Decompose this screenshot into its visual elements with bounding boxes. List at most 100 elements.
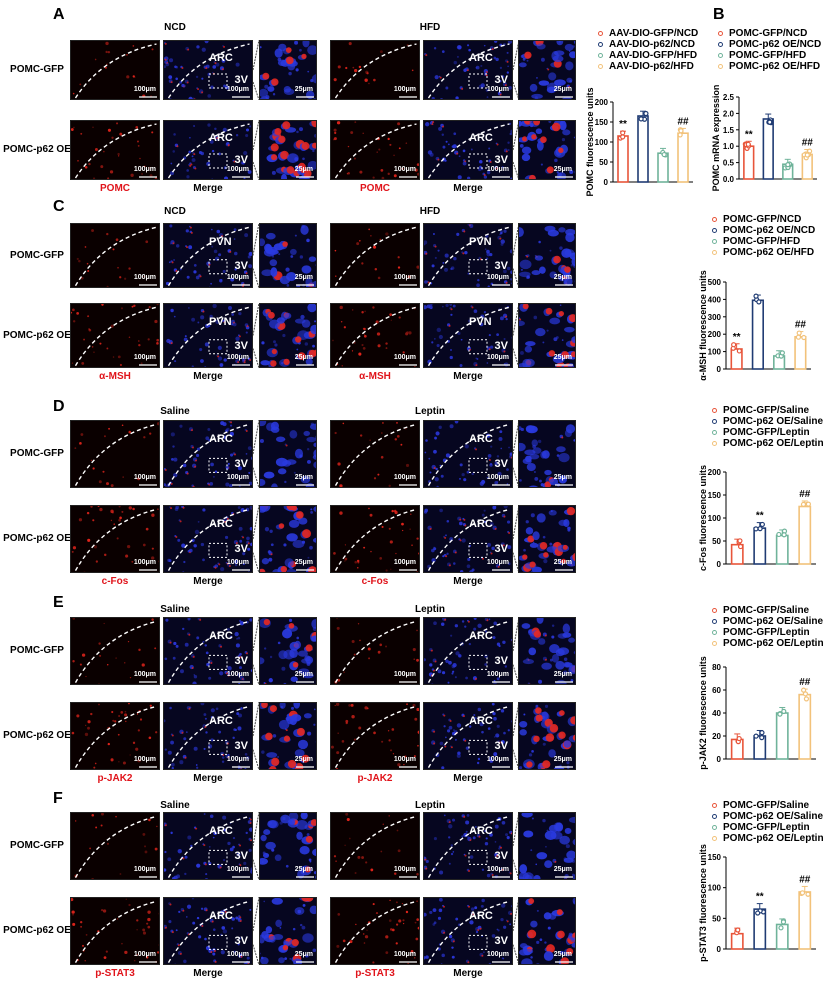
- scale-bar-label: 100μm: [133, 756, 156, 763]
- red-signal: [370, 234, 372, 237]
- scale-bar-label: 25μm: [294, 166, 313, 173]
- dapi-nucleus: [165, 62, 170, 67]
- channel-label: Merge: [453, 576, 483, 587]
- legend-label: POMC-p62 OE/HFD: [723, 247, 815, 258]
- red-signal: [124, 713, 128, 717]
- red-signal: [474, 677, 477, 680]
- zoom-red-cell: [305, 835, 313, 843]
- dapi-nucleus: [448, 836, 451, 839]
- red-signal: [239, 656, 242, 659]
- dapi-nucleus: [175, 506, 180, 510]
- zoom-red-cell: [559, 710, 565, 716]
- zoom-nucleus: [572, 874, 575, 879]
- red-signal: [113, 523, 116, 525]
- dapi-nucleus: [208, 676, 212, 680]
- zoom-nucleus: [260, 421, 267, 427]
- red-signal: [488, 348, 491, 351]
- red-signal: [99, 654, 102, 657]
- y-tick-label: 300: [708, 313, 722, 322]
- dapi-nucleus: [234, 631, 239, 637]
- zoom-nucleus: [544, 469, 552, 476]
- legend-marker: [718, 64, 723, 69]
- zoom-red-cell: [296, 511, 304, 519]
- dapi-nucleus: [442, 145, 446, 149]
- red-channel-image: 100μm: [70, 303, 160, 368]
- zoom-nucleus: [311, 74, 316, 84]
- red-signal: [433, 466, 436, 469]
- red-signal: [126, 75, 130, 79]
- red-signal: [406, 331, 409, 334]
- micrograph-canvas: [164, 224, 252, 287]
- red-signal: [396, 923, 399, 926]
- dapi-nucleus: [425, 955, 429, 959]
- micrograph-canvas: [424, 41, 512, 99]
- dapi-nucleus: [454, 676, 457, 679]
- red-signal: [505, 281, 508, 284]
- red-channel-image: 100μm: [330, 120, 420, 180]
- red-signal: [164, 824, 167, 827]
- red-signal: [71, 898, 74, 902]
- third-ventricle-label: 3V: [494, 259, 508, 272]
- dapi-nucleus: [424, 658, 426, 662]
- zoom-nucleus: [558, 227, 566, 233]
- dapi-nucleus: [450, 267, 453, 271]
- zoom-nucleus: [313, 461, 316, 469]
- red-signal: [75, 820, 77, 822]
- dapi-nucleus: [474, 825, 477, 828]
- red-signal: [111, 136, 114, 139]
- region-label: ARC: [469, 433, 493, 446]
- dapi-nucleus: [210, 716, 214, 719]
- bar: [753, 527, 767, 565]
- dapi-nucleus: [507, 65, 509, 68]
- zoom-red-cell: [572, 734, 575, 741]
- red-signal: [93, 351, 95, 353]
- dapi-nucleus: [243, 861, 247, 865]
- red-signal: [345, 721, 348, 725]
- zoom-nucleus: [571, 336, 575, 344]
- dapi-nucleus: [438, 898, 443, 902]
- zoom-nucleus: [300, 475, 311, 484]
- dapi-nucleus: [429, 152, 434, 157]
- dapi-nucleus: [489, 522, 494, 527]
- dapi-nucleus: [432, 908, 437, 913]
- panel-label-d: D: [53, 398, 65, 415]
- red-signal: [368, 82, 370, 85]
- red-signal: [348, 703, 352, 707]
- dapi-nucleus: [443, 725, 446, 728]
- dapi-nucleus: [313, 442, 316, 448]
- dapi-nucleus: [491, 703, 495, 706]
- third-ventricle-label: 3V: [234, 458, 248, 471]
- red-signal: [72, 308, 75, 312]
- red-signal: [250, 839, 252, 842]
- dapi-nucleus: [220, 910, 225, 915]
- red-signal: [129, 754, 131, 756]
- zoom-nucleus: [260, 238, 266, 247]
- panel-label-e: E: [53, 594, 64, 611]
- dapi-nucleus: [211, 178, 214, 179]
- dapi-nucleus: [559, 304, 562, 307]
- red-signal: [240, 955, 243, 958]
- red-signal: [103, 622, 105, 625]
- arc-boundary-line: [167, 815, 250, 878]
- red-signal: [342, 939, 346, 943]
- red-signal: [372, 245, 377, 249]
- red-signal: [413, 366, 416, 367]
- dapi-nucleus: [565, 844, 570, 849]
- dapi-nucleus: [486, 476, 489, 479]
- micrograph-canvas: [424, 618, 512, 684]
- red-signal: [118, 506, 121, 508]
- merge-image: PVN 3V 100μm: [163, 223, 253, 288]
- micrograph-background: [164, 121, 252, 179]
- red-signal: [158, 560, 159, 563]
- dapi-nucleus: [527, 682, 530, 684]
- scale-bar-label: 100μm: [486, 274, 509, 281]
- zoom-red-cell: [301, 53, 307, 59]
- dapi-nucleus: [551, 624, 555, 628]
- dapi-nucleus: [484, 830, 487, 832]
- legend-item: POMC-GFP/NCD: [718, 28, 821, 39]
- dapi-nucleus: [185, 229, 189, 233]
- zoom-nucleus: [308, 256, 316, 262]
- red-signal: [149, 174, 153, 178]
- red-signal: [110, 509, 114, 513]
